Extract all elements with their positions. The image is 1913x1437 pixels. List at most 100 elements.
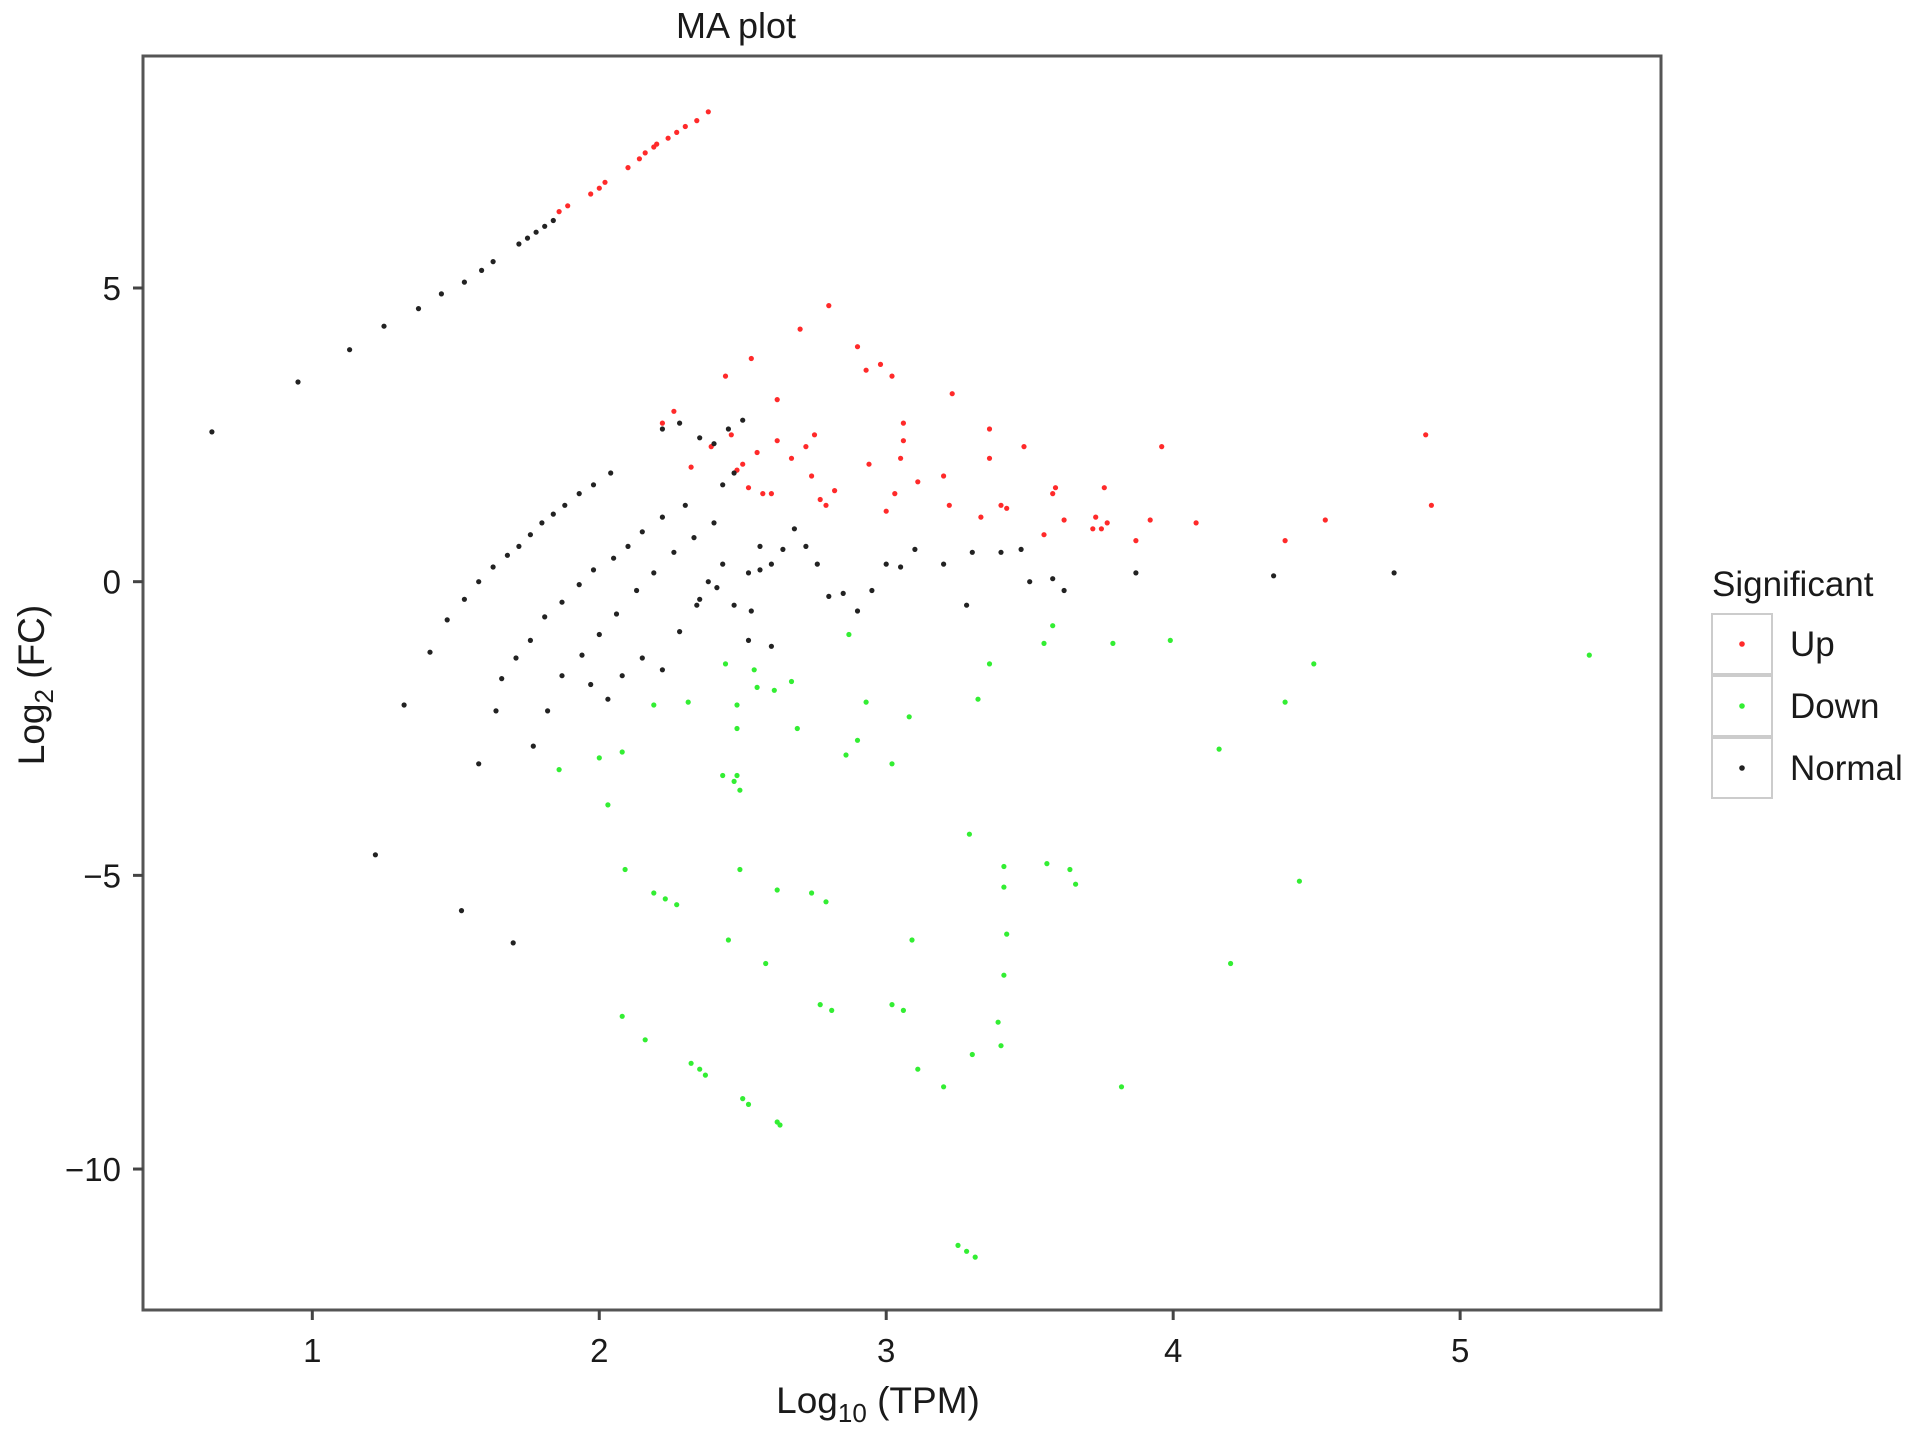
data-point-normal — [1018, 546, 1024, 553]
data-point-down — [809, 890, 815, 896]
data-point-up — [817, 496, 823, 503]
y-axis-title: Log2 (FC) — [11, 605, 59, 765]
x-tick-label: 2 — [590, 1332, 608, 1369]
data-point-normal — [1133, 570, 1139, 576]
data-point-normal — [1271, 573, 1277, 579]
data-point-normal — [740, 417, 746, 423]
data-point-normal — [605, 696, 611, 702]
y-tick-label: 0 — [103, 564, 121, 601]
data-point-up — [978, 514, 984, 520]
data-point-up — [986, 426, 993, 432]
data-point-down — [1004, 931, 1010, 937]
data-point-normal — [711, 441, 717, 447]
x-axis: 1 2 3 4 5 — [303, 1310, 1469, 1369]
data-point-normal — [682, 502, 688, 508]
data-point-normal — [745, 637, 752, 644]
data-point-down — [955, 1242, 961, 1248]
data-point-normal — [458, 908, 465, 914]
legend-label: Up — [1790, 625, 1835, 664]
data-point-up — [883, 508, 889, 514]
legend-label: Down — [1790, 687, 1879, 726]
legend-label: Normal — [1790, 749, 1903, 788]
data-point-normal — [596, 631, 602, 638]
data-point-up — [877, 361, 884, 367]
data-point-normal — [513, 655, 519, 661]
x-axis-title-subscript: 10 — [838, 1398, 867, 1428]
data-point-down — [1067, 866, 1073, 873]
data-point-up — [565, 203, 571, 209]
data-point-down — [720, 772, 726, 779]
data-point-normal — [757, 543, 763, 550]
data-point-normal — [883, 561, 889, 567]
data-point-normal — [768, 643, 775, 649]
data-point-normal — [347, 347, 353, 353]
data-point-normal — [1391, 570, 1397, 576]
series-down — [556, 623, 1592, 1260]
data-point-up — [889, 373, 895, 379]
data-point-up — [1052, 485, 1059, 491]
data-point-down — [556, 767, 562, 773]
data-point-down — [651, 890, 657, 896]
plot-panel — [141, 54, 1663, 1312]
data-point-down — [829, 1007, 835, 1014]
data-point-down — [731, 778, 737, 785]
data-point-down — [1311, 661, 1317, 667]
data-point-normal — [527, 637, 534, 644]
data-point-down — [774, 887, 780, 893]
data-point-up — [745, 485, 752, 491]
data-point-up — [915, 479, 921, 485]
data-point-down — [817, 1002, 823, 1008]
data-point-normal — [1061, 587, 1067, 594]
data-point-down — [1216, 746, 1222, 752]
data-point-down — [642, 1037, 648, 1043]
data-point-up — [740, 461, 746, 467]
legend: Significant Up Down Normal — [1711, 565, 1903, 799]
data-point-normal — [826, 593, 832, 600]
data-point-normal — [576, 491, 582, 497]
data-point-normal — [590, 567, 597, 573]
data-point-down — [751, 667, 757, 673]
data-point-up — [854, 344, 861, 350]
data-point-normal — [559, 599, 565, 605]
data-point-up — [797, 326, 803, 332]
data-point-normal — [493, 708, 499, 714]
data-point-down — [685, 699, 691, 705]
data-point-down — [794, 725, 800, 732]
data-point-up — [1104, 520, 1110, 526]
data-point-normal — [562, 502, 568, 508]
data-point-down — [1001, 863, 1007, 870]
x-axis-title-unit: (TPM) — [867, 1380, 980, 1421]
data-point-down — [1228, 960, 1234, 967]
data-point-up — [588, 191, 594, 197]
data-point-up — [1061, 517, 1067, 523]
legend-title: Significant — [1712, 565, 1874, 604]
data-point-normal — [677, 629, 683, 635]
data-point-down — [1073, 881, 1079, 887]
data-point-down — [737, 787, 743, 793]
data-point-down — [1001, 972, 1007, 978]
data-point-down — [737, 866, 743, 873]
data-point-normal — [427, 649, 433, 655]
data-point-down — [1001, 884, 1007, 890]
data-point-up — [1159, 444, 1165, 450]
data-point-normal — [711, 520, 717, 526]
data-point-normal — [461, 279, 467, 285]
data-point-up — [760, 491, 766, 497]
data-point-up — [809, 473, 815, 479]
data-point-up — [665, 135, 671, 141]
data-point-normal — [479, 267, 485, 273]
data-point-normal — [705, 579, 711, 585]
data-point-up — [705, 109, 711, 115]
data-point-normal — [608, 470, 614, 476]
data-point-normal — [814, 561, 820, 567]
data-point-up — [754, 449, 760, 456]
data-point-down — [941, 1084, 947, 1090]
data-point-down — [596, 755, 602, 761]
data-point-normal — [476, 761, 482, 767]
y-tick-label: −5 — [83, 857, 121, 894]
data-point-up — [774, 397, 780, 403]
legend-marker — [1739, 703, 1745, 709]
data-point-up — [941, 473, 947, 479]
data-point-normal — [691, 535, 697, 541]
y-axis-title-unit: (FC) — [11, 605, 52, 689]
